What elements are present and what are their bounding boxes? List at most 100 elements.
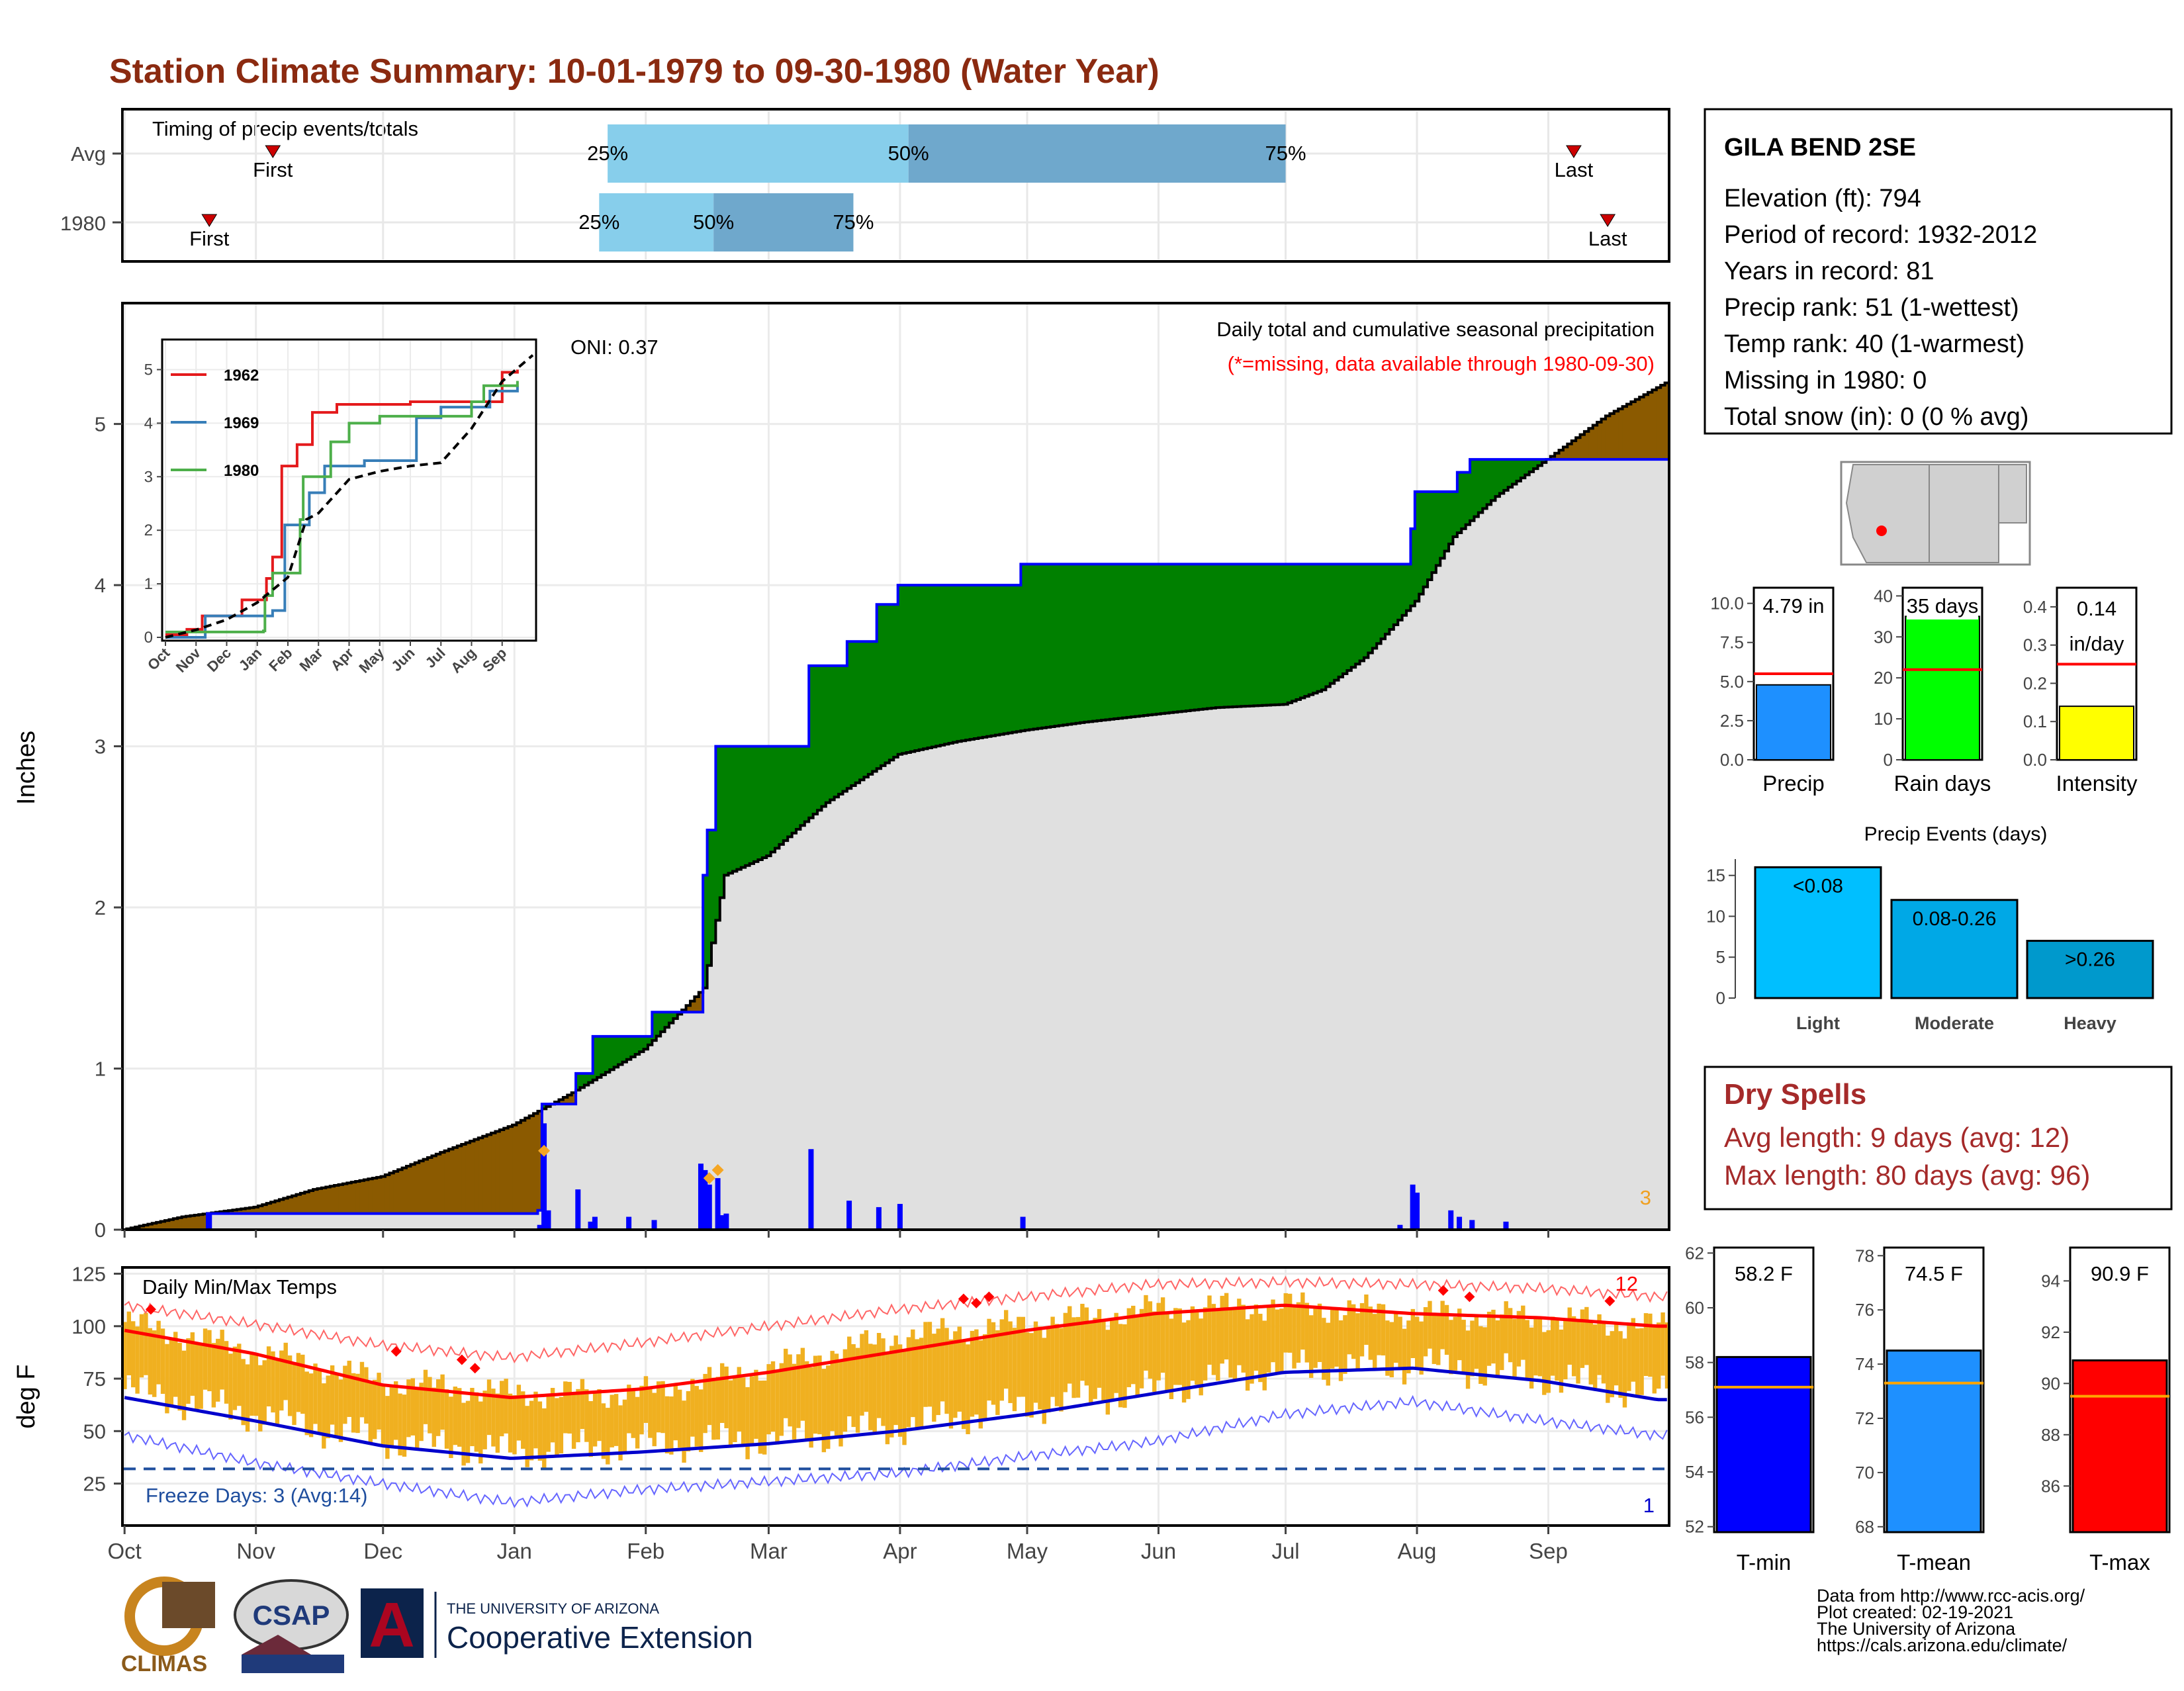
daily-temp-range-bar — [669, 1396, 673, 1455]
daily-temp-range-bar — [1305, 1303, 1309, 1363]
surplus-area — [1258, 564, 1263, 706]
surplus-area — [1038, 564, 1042, 728]
small-y-tick-label: 0.2 — [2023, 673, 2047, 693]
daily-temp-range-bar — [720, 1363, 724, 1423]
daily-temp-range-bar — [1089, 1322, 1093, 1404]
surplus-area — [1500, 459, 1504, 493]
daily-temp-range-bar — [809, 1367, 813, 1447]
daily-temp-range-bar — [1034, 1322, 1038, 1403]
daily-temp-range-bar — [995, 1330, 999, 1415]
surplus-area — [1212, 564, 1216, 708]
deficit-area — [1631, 402, 1635, 459]
daily-temp-range-bar — [1453, 1317, 1457, 1371]
surplus-area — [754, 747, 758, 862]
station-info-line: Total snow (in): 0 (0 % avg) — [1724, 403, 2028, 431]
surplus-area — [1101, 564, 1106, 720]
surplus-area — [750, 747, 754, 864]
daily-temp-range-bar — [1076, 1317, 1080, 1398]
daily-temp-range-bar — [1631, 1318, 1635, 1382]
daily-temp-range-bar — [496, 1394, 500, 1453]
texas-shape — [1999, 465, 2026, 523]
daily-temp-range-bar — [741, 1377, 745, 1445]
daily-temp-range-bar — [533, 1392, 537, 1449]
daily-temp-range-bar — [1644, 1313, 1648, 1376]
small-y-tick-label: 0.4 — [2023, 597, 2047, 617]
daily-temp-range-bar — [1623, 1338, 1627, 1407]
surplus-area — [1008, 585, 1013, 733]
daily-temp-range-bar — [173, 1332, 177, 1396]
deficit-area — [1661, 385, 1665, 459]
daily-temp-range-bar — [360, 1362, 364, 1418]
daily-temp-range-bar — [1267, 1307, 1271, 1373]
daily-temp-range-bar — [856, 1348, 860, 1433]
daily-temp-range-bar — [152, 1330, 156, 1397]
surplus-area — [987, 585, 991, 737]
deficit-area — [1657, 388, 1661, 460]
daily-temp-range-bar — [1313, 1308, 1317, 1368]
daily-temp-range-bar — [432, 1388, 436, 1447]
daily-temp-range-bar — [377, 1373, 381, 1430]
deficit-area — [487, 1134, 492, 1213]
y-tick-label: 2 — [95, 896, 106, 919]
daily-temp-range-bar — [351, 1373, 355, 1433]
surplus-area — [944, 585, 949, 744]
daily-temp-range-bar — [1369, 1306, 1373, 1360]
timing-label-75: 75% — [1265, 142, 1306, 165]
deficit-area — [330, 1186, 335, 1213]
daily-temp-range-bar — [220, 1330, 224, 1389]
daily-temp-range-bar — [1127, 1308, 1131, 1387]
deficit-area — [186, 1216, 191, 1230]
daily-temp-range-bar — [983, 1334, 987, 1420]
daily-temp-range-bar — [936, 1328, 940, 1415]
daily-temp-range-bar — [881, 1338, 885, 1426]
temp-title: Daily Min/Max Temps — [142, 1275, 337, 1299]
deficit-area — [1623, 406, 1627, 459]
x-tick-label: Jul — [1271, 1539, 1299, 1563]
daily-temp-range-bar — [347, 1361, 351, 1417]
daily-temp-range-bar — [1419, 1322, 1423, 1375]
deficit-area — [521, 1120, 525, 1214]
daily-temp-range-bar — [1639, 1328, 1643, 1395]
daily-temp-range-bar — [1461, 1320, 1465, 1375]
daily-temp-range-bar — [987, 1319, 991, 1400]
daily-temp-range-bar — [475, 1393, 478, 1452]
freeze-days-label: Freeze Days: 3 (Avg:14) — [146, 1484, 367, 1507]
surplus-area — [1055, 564, 1060, 726]
daily-temp-range-bar — [521, 1391, 525, 1449]
daily-temp-range-bar — [1500, 1314, 1504, 1370]
deficit-area — [495, 1131, 500, 1213]
surplus-area — [1377, 564, 1381, 643]
deficit-area — [440, 1152, 445, 1214]
surplus-area — [1089, 564, 1093, 721]
daily-temp-range-bar — [135, 1326, 139, 1394]
deficit-area — [385, 1175, 390, 1214]
daily-temp-range-bar — [678, 1390, 682, 1448]
surplus-area — [1300, 564, 1305, 698]
daily-precip-bar — [545, 1211, 551, 1230]
small-y-tick-label: 2.5 — [1720, 711, 1744, 731]
daily-temp-range-bar — [1013, 1328, 1017, 1411]
daily-temp-range-bar — [775, 1371, 779, 1445]
daily-temp-range-bar — [716, 1377, 720, 1440]
surplus-area — [1177, 564, 1182, 711]
daily-temp-range-bar — [1525, 1320, 1529, 1379]
surplus-area — [957, 585, 962, 741]
surplus-area — [864, 641, 868, 777]
daily-temp-range-bar — [237, 1344, 241, 1406]
daily-temp-range-bar — [1521, 1306, 1525, 1360]
daily-temp-range-bar — [788, 1354, 792, 1426]
surplus-area — [1097, 564, 1102, 720]
surplus-area — [1093, 564, 1097, 721]
surplus-area — [1144, 564, 1148, 715]
daily-temp-range-bar — [322, 1383, 326, 1449]
surplus-area — [1389, 564, 1394, 629]
ua-bottom-text: Cooperative Extension — [447, 1620, 753, 1655]
deficit-area — [1588, 428, 1593, 459]
deficit-area — [445, 1151, 449, 1214]
small-y-tick-label: 0.0 — [1720, 750, 1744, 770]
daily-precip-bar — [206, 1214, 212, 1230]
daily-temp-range-bar — [140, 1314, 144, 1378]
daily-temp-range-bar — [271, 1351, 275, 1412]
daily-temp-range-bar — [1038, 1326, 1042, 1409]
